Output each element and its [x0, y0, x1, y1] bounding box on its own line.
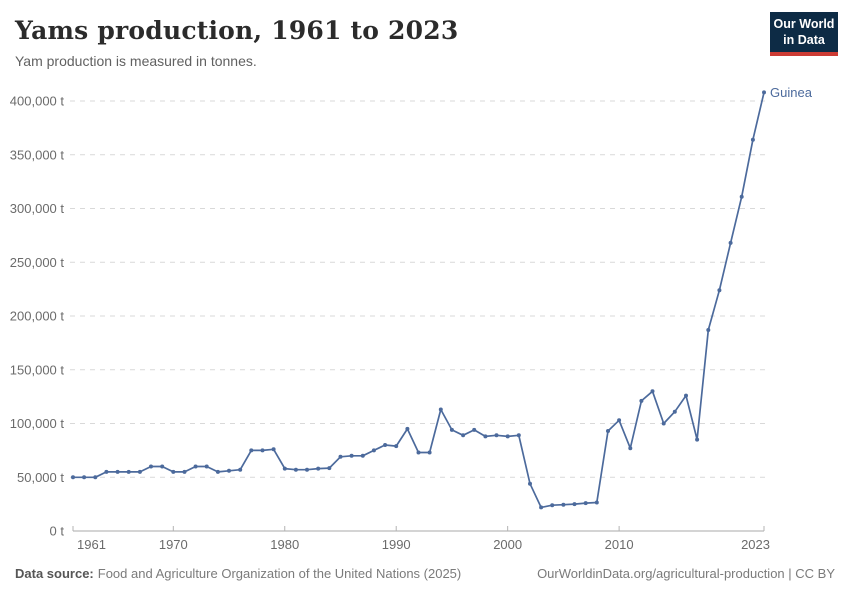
data-point	[684, 393, 688, 398]
data-point	[282, 466, 287, 471]
data-point	[528, 481, 532, 486]
owid-logo[interactable]: Our World in Data	[770, 12, 838, 56]
data-point	[416, 450, 421, 455]
data-point	[215, 469, 220, 474]
data-point	[661, 421, 666, 426]
line-chart: 0 t 50,000 t 100,000 t 150,000 t 200,000 t 25…	[10, 85, 813, 552]
data-point	[728, 240, 733, 245]
y-tick-label: 150,000 t	[10, 362, 65, 377]
data-point	[193, 464, 198, 469]
data-point	[227, 468, 231, 473]
y-tick-label: 400,000 t	[10, 94, 65, 109]
data-point	[293, 467, 298, 472]
page-title: Yams production, 1961 to 2023	[15, 16, 459, 45]
data-point	[182, 469, 187, 474]
data-point	[115, 469, 120, 474]
y-tick-label: 0 t	[50, 524, 65, 539]
data-point	[327, 466, 332, 471]
data-point	[449, 427, 454, 432]
data-point	[82, 475, 87, 480]
x-tick-label: 2010	[605, 537, 634, 552]
data-point	[639, 398, 644, 403]
data-point	[505, 434, 510, 439]
owid-link[interactable]: OurWorldinData.org/agricultural-producti…	[537, 566, 835, 581]
data-point	[260, 448, 265, 453]
data-point	[617, 418, 622, 423]
data-point	[394, 444, 399, 449]
data-point	[583, 501, 588, 506]
y-tick-label: 50,000 t	[17, 470, 64, 485]
owid-logo-line2: in Data	[783, 33, 825, 47]
data-point	[628, 446, 633, 451]
data-point	[695, 437, 700, 442]
data-point	[539, 505, 544, 510]
data-point	[249, 448, 254, 453]
data-source[interactable]: Data source: Food and Agriculture Organiz…	[15, 566, 461, 581]
data-point	[483, 434, 488, 439]
data-point	[93, 475, 98, 480]
data-point	[338, 454, 343, 459]
data-point	[104, 469, 109, 474]
data-point	[706, 328, 711, 332]
data-point	[238, 467, 243, 472]
data-point	[762, 90, 766, 95]
data-point	[594, 500, 599, 505]
data-point	[561, 502, 566, 507]
data-point	[438, 407, 443, 412]
data-point	[650, 389, 655, 394]
data-point	[550, 503, 555, 508]
data-point	[305, 467, 309, 472]
series-end-label[interactable]: Guinea	[770, 85, 813, 100]
data-point	[494, 433, 499, 438]
data-point	[316, 466, 321, 471]
data-point	[360, 453, 365, 458]
chart-subtitle: Yam production is measured in tonnes.	[15, 53, 257, 69]
x-tick-label: 2000	[493, 537, 522, 552]
owid-logo-line1: Our World	[773, 17, 835, 31]
y-tick-label: 300,000 t	[10, 201, 65, 216]
data-point	[750, 137, 755, 142]
data-point	[383, 443, 388, 447]
y-tick-label: 350,000 t	[10, 147, 65, 162]
y-tick-label: 100,000 t	[10, 416, 65, 431]
y-tick-label: 200,000 t	[10, 309, 65, 324]
data-point	[137, 469, 142, 474]
data-point	[739, 194, 744, 199]
data-point	[405, 426, 410, 431]
x-tick-label: 1970	[159, 537, 188, 552]
data-point	[672, 409, 677, 414]
x-tick-label: 1980	[270, 537, 299, 552]
chart-footer: Data source: Food and Agriculture Organiz…	[15, 566, 835, 581]
data-point	[516, 433, 521, 438]
data-point	[149, 464, 153, 469]
data-point	[349, 453, 354, 458]
x-tick-label: 2023	[741, 537, 770, 552]
data-point	[572, 502, 577, 507]
y-tick-label: 250,000 t	[10, 255, 65, 270]
data-point	[126, 469, 131, 474]
data-point	[271, 447, 276, 452]
data-source-label: Data source:	[15, 566, 94, 581]
data-point	[204, 464, 209, 469]
data-point	[461, 433, 466, 438]
data-point	[71, 475, 75, 480]
data-point	[160, 464, 165, 469]
data-point	[371, 448, 376, 453]
data-point	[606, 429, 610, 433]
data-point	[427, 450, 432, 455]
data-point	[472, 427, 477, 432]
data-point	[171, 469, 176, 474]
data-point	[717, 288, 722, 293]
data-source-text: Food and Agriculture Organization of the…	[97, 566, 462, 581]
x-tick-label: 1990	[382, 537, 411, 552]
x-tick-label: 1961	[77, 537, 106, 552]
